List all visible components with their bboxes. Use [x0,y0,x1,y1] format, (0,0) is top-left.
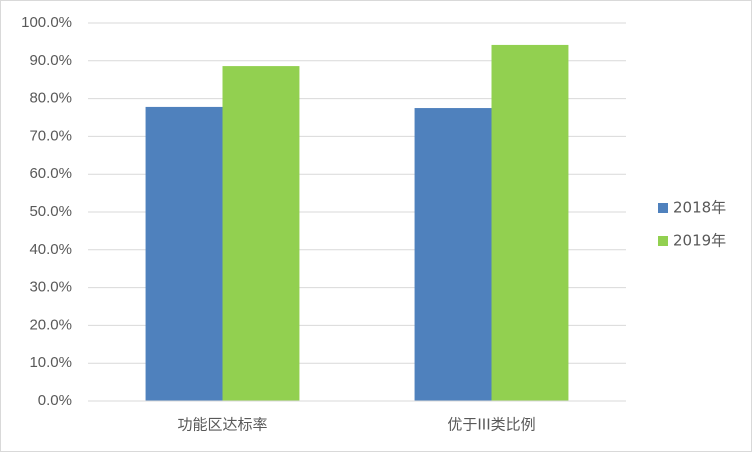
y-tick-label: 0.0% [38,392,72,409]
y-tick-label: 100.0% [21,14,72,31]
y-tick-label: 60.0% [29,165,72,182]
legend-label: 2019年 [673,232,726,250]
bar [222,66,300,401]
y-tick-label: 40.0% [29,241,72,258]
y-tick-label: 70.0% [29,127,72,144]
y-tick-label: 50.0% [29,203,72,220]
y-tick-label: 20.0% [29,316,72,333]
legend-label: 2018年 [673,199,726,217]
bar [414,108,492,402]
x-tick-label: 优于III类比例 [447,416,535,434]
legend-swatch [658,236,668,246]
y-tick-label: 90.0% [29,52,72,69]
y-tick-label: 80.0% [29,90,72,107]
x-tick-label: 功能区达标率 [177,416,267,434]
bar [145,106,223,401]
y-tick-label: 30.0% [29,279,72,296]
y-tick-label: 10.0% [29,354,72,371]
legend-swatch [658,203,668,213]
bar [491,44,569,401]
